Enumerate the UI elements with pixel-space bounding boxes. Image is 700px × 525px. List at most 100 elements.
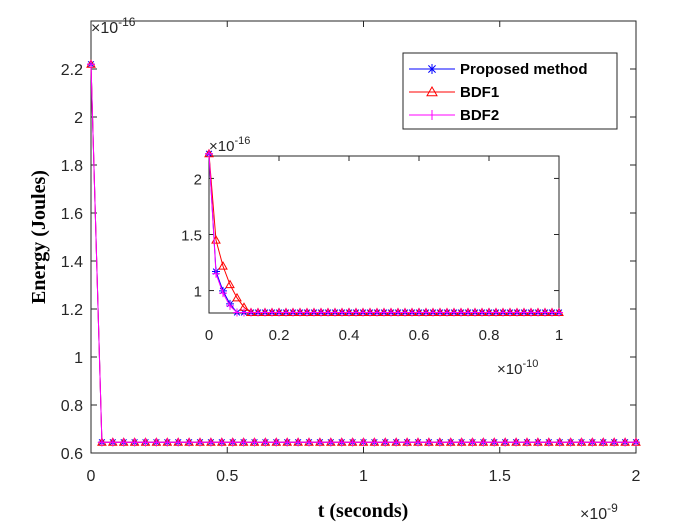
x-tick-label: 0.5	[216, 468, 238, 485]
inset-data-point	[506, 308, 514, 317]
data-point	[490, 438, 499, 447]
inset-x-tick-label: 0.2	[269, 327, 290, 344]
series-bdf2	[87, 60, 640, 447]
data-point	[359, 438, 368, 447]
y-tick-label: 1.6	[61, 206, 83, 223]
legend-entry-proposed-method: Proposed method	[409, 61, 588, 78]
inset-data-point	[233, 308, 241, 317]
data-point	[130, 438, 139, 447]
inset-data-point	[485, 308, 493, 317]
data-point	[239, 438, 248, 447]
data-point	[479, 438, 488, 447]
inset-data-point	[296, 308, 304, 317]
data-point	[533, 438, 542, 447]
y-exponent-label: ×10-16	[91, 15, 136, 37]
data-point	[348, 438, 357, 447]
data-point	[217, 438, 226, 447]
data-point	[315, 438, 324, 447]
inset-data-point	[310, 308, 318, 317]
legend: Proposed method BDF1 BDF2	[402, 52, 618, 130]
inset-data-point	[534, 308, 542, 317]
data-point	[250, 438, 259, 447]
x-axis-label: t (seconds)	[318, 500, 409, 522]
data-point	[457, 438, 466, 447]
inset-data-point	[331, 308, 339, 317]
data-point	[468, 438, 477, 447]
data-point	[501, 438, 510, 447]
legend-entry-bdf2: BDF2	[409, 107, 499, 124]
inset-data-point	[359, 308, 367, 317]
data-point	[174, 438, 183, 447]
y-tick-label: 2	[74, 110, 83, 127]
data-point	[621, 438, 630, 447]
inset-data-point	[282, 308, 290, 317]
legend-marker	[427, 110, 437, 120]
inset-data-point	[415, 308, 423, 317]
inset-data-point	[387, 308, 395, 317]
inset-data-point	[205, 149, 213, 158]
data-point	[87, 60, 95, 69]
inset-data-point	[436, 308, 444, 317]
inset-plot-area	[208, 155, 560, 314]
legend-entry-bdf1: BDF1	[409, 84, 499, 101]
data-point	[588, 438, 597, 447]
data-point	[446, 438, 455, 447]
data-point	[414, 438, 422, 447]
data-point	[261, 438, 270, 447]
inset-data-point	[338, 308, 346, 317]
inset-x-tick-label: 0.8	[479, 327, 500, 344]
inset-data-point	[268, 308, 276, 317]
data-point	[305, 438, 313, 447]
main-ticks: 0.6 0.8 1 1.2 1.4 1.6 1.8 2 2.2 0 0.5 1 1.5 2	[61, 21, 641, 485]
x-exponent-label: ×10-9	[580, 501, 618, 523]
y-tick-label: 1	[74, 350, 83, 367]
data-point	[577, 438, 586, 447]
inset-series	[204, 148, 564, 317]
x-tick-label: 0	[87, 468, 96, 485]
inset-data-point	[541, 308, 549, 317]
data-point	[435, 438, 444, 447]
data-point	[566, 438, 575, 447]
inset-data-point	[212, 269, 220, 278]
data-point	[599, 438, 608, 447]
inset-data-point	[345, 308, 353, 317]
inset-data-point	[254, 308, 262, 317]
inset-y-exponent-label: ×10-16	[209, 135, 250, 155]
inset-x-tick-label: 1	[555, 327, 563, 344]
inset-x-tick-label: 0	[205, 327, 213, 344]
data-point	[294, 438, 303, 447]
inset-data-point	[492, 308, 500, 317]
inset-data-point	[422, 308, 430, 317]
inset-data-point	[225, 279, 235, 289]
data-point	[523, 438, 531, 447]
data-point	[403, 438, 412, 447]
inset-data-point	[401, 308, 409, 317]
inset-data-point	[352, 308, 360, 317]
inset-data-point	[513, 308, 521, 317]
x-tick-label: 1	[359, 468, 368, 485]
legend-label: BDF2	[460, 107, 499, 124]
data-point	[272, 438, 281, 447]
data-point	[632, 438, 640, 447]
data-point	[163, 438, 172, 447]
y-tick-label: 1.2	[61, 302, 83, 319]
data-point	[119, 438, 128, 447]
data-point	[512, 438, 521, 447]
inset-data-point	[317, 308, 325, 317]
inset-data-point	[218, 261, 228, 270]
legend-entries: Proposed method BDF1 BDF2	[409, 61, 588, 124]
data-point	[370, 438, 379, 447]
data-point	[97, 438, 106, 447]
inset-y-tick-label: 1	[194, 284, 202, 301]
legend-label: BDF1	[460, 84, 499, 101]
y-tick-label: 1.8	[61, 158, 83, 175]
inset-data-point	[289, 308, 297, 317]
legend-box	[402, 52, 618, 130]
inset-data-point	[457, 308, 465, 317]
y-tick-label: 2.2	[61, 62, 83, 79]
inset-data-point	[232, 292, 242, 302]
data-point	[610, 438, 619, 447]
y-tick-label: 1.4	[61, 254, 83, 271]
inset-data-point	[443, 308, 451, 317]
inset-x-tick-label: 0.6	[409, 327, 430, 344]
